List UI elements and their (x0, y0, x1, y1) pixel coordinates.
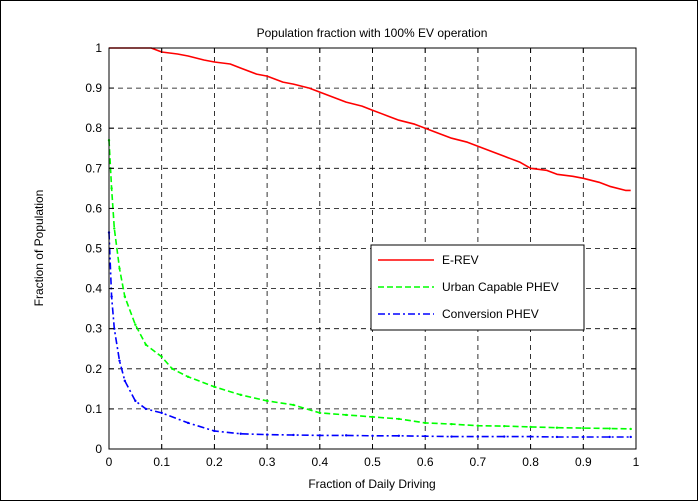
series-point-3 (529, 435, 532, 438)
series-point-3 (160, 411, 163, 415)
y-tick-label: 0.4 (85, 282, 102, 296)
chart-title: Population fraction with 100% EV operati… (257, 26, 488, 40)
series-point-2 (503, 424, 506, 428)
x-tick-label: 0.8 (522, 455, 539, 469)
series-point-2 (476, 424, 480, 427)
series-point-3 (118, 359, 121, 362)
legend: E-REV Urban Capable PHEV Conversion PHEV (370, 244, 585, 331)
series-point-2 (160, 355, 163, 358)
y-tick-label: 0.1 (85, 402, 102, 416)
series-point-3 (239, 432, 242, 435)
series-point-3 (186, 421, 190, 425)
series-point-2 (134, 323, 137, 326)
y-tick-label: 0.7 (85, 161, 102, 175)
series-point-3 (450, 435, 453, 438)
series-point-2 (186, 375, 190, 379)
x-axis-title: Fraction of Daily Driving (308, 477, 435, 491)
x-tick-label: 0.5 (364, 455, 381, 469)
series-point-3 (476, 435, 480, 438)
x-tick-label: 0 (106, 455, 113, 469)
series-point-2 (629, 427, 632, 431)
series-point-2 (555, 426, 559, 429)
series-point-3 (113, 327, 116, 330)
x-tick-label: 0.9 (575, 455, 592, 469)
ticks: 0 0.1 0.2 0.3 0.4 0.5 0.6 0.7 0.8 0.9 1 0 0.1 0.2 0.3 0… (85, 41, 639, 469)
series-point-2 (110, 187, 113, 190)
x-tick-label: 0.1 (153, 455, 170, 469)
series-group (107, 47, 632, 439)
series-point-3 (265, 433, 269, 436)
series-point-2 (397, 417, 401, 421)
series-point-3 (110, 295, 113, 298)
series-point-3 (397, 434, 401, 437)
legend-label: Conversion PHEV (442, 307, 539, 321)
series-point-2 (123, 295, 127, 298)
series-point-2 (608, 427, 611, 430)
series-point-2 (213, 385, 216, 389)
series-point-3 (629, 435, 632, 439)
series-point-3 (123, 379, 127, 383)
legend-label: Urban Capable PHEV (442, 280, 559, 294)
series-point-3 (371, 434, 374, 437)
series-point-3 (144, 407, 148, 411)
series-point-3 (344, 434, 348, 437)
series-point-2 (371, 415, 374, 419)
series-point-3 (318, 434, 321, 437)
series-point-3 (292, 433, 295, 437)
series-point-2 (582, 426, 585, 430)
y-tick-label: 0.9 (85, 81, 102, 95)
series-point-2 (113, 227, 116, 230)
y-tick-label: 0.3 (85, 322, 102, 336)
x-tick-label: 0.4 (311, 455, 328, 469)
series-point-2 (529, 425, 532, 429)
y-axis-title: Fraction of Population (32, 190, 46, 307)
series-point-2 (318, 411, 321, 415)
series-point-2 (450, 422, 453, 426)
x-tick-label: 0.6 (417, 455, 434, 469)
series-point-2 (144, 343, 148, 346)
series-point-2 (118, 267, 121, 270)
x-tick-label: 0.3 (259, 455, 276, 469)
series-point-2 (265, 399, 269, 403)
series-point-2 (292, 403, 295, 407)
series-point-2 (424, 421, 427, 425)
y-tick-label: 0.2 (85, 362, 102, 376)
series-line-1 (109, 47, 631, 192)
x-tick-label: 0.2 (206, 455, 223, 469)
series-point-3 (555, 435, 559, 439)
series-point-3 (608, 435, 611, 439)
legend-label: E-REV (442, 253, 479, 267)
series-point-3 (213, 429, 216, 433)
series-point-2 (239, 393, 242, 397)
series-point-3 (424, 434, 427, 438)
x-tick-label: 1 (633, 455, 640, 469)
y-tick-label: 1 (95, 41, 102, 55)
series-point-3 (582, 435, 585, 439)
y-tick-label: 0 (95, 442, 102, 456)
series-line-3 (108, 232, 631, 438)
x-tick-label: 0.7 (470, 455, 487, 469)
y-tick-label: 0.5 (85, 242, 102, 256)
series-point-3 (503, 435, 506, 438)
series-point-2 (344, 413, 348, 417)
y-tick-label: 0.8 (85, 121, 102, 135)
y-tick-label: 0.6 (85, 201, 102, 215)
series-point-2 (171, 367, 174, 370)
series-point-3 (134, 399, 137, 403)
